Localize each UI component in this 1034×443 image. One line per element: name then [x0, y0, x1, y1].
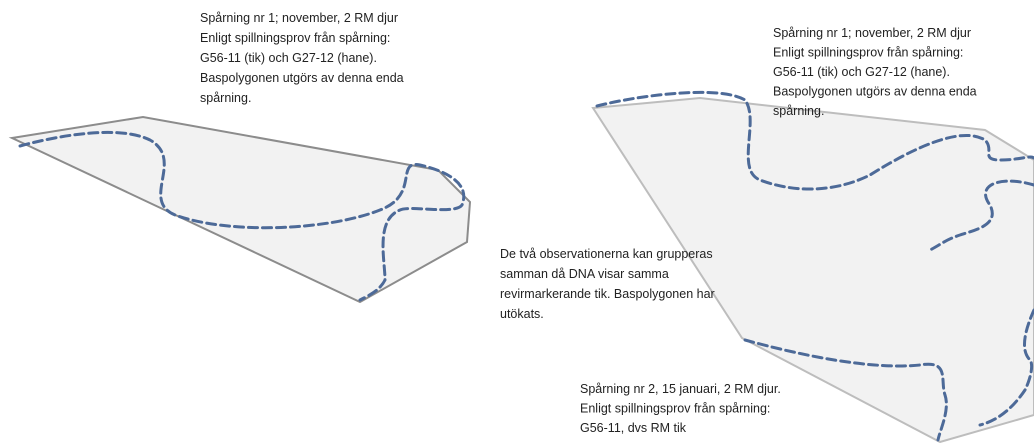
- right-trail-4: [978, 308, 1034, 427]
- note-line: G56-11, dvs RM tik: [580, 421, 687, 435]
- note-line: spårning.: [200, 91, 251, 105]
- note-line: Baspolygonen utgörs av denna enda: [773, 85, 977, 99]
- right-trail-3: [743, 338, 948, 442]
- note-line: G56-11 (tik) och G27-12 (hane).: [200, 51, 377, 65]
- left-polygon: [8, 115, 472, 304]
- note-line: utökats.: [500, 307, 544, 321]
- note-line: Enligt spillningsprov från spårning:: [200, 31, 390, 45]
- note-line: revirmarkerande tik. Baspolygonen har: [500, 287, 715, 301]
- right-trail-2: [928, 179, 1034, 252]
- note-line: Enligt spillningsprov från spårning:: [773, 46, 963, 60]
- note-line: Spårning nr 1; november, 2 RM djur: [200, 11, 398, 25]
- left-trail: [18, 130, 466, 302]
- note-line: De två observationerna kan grupperas: [500, 247, 713, 261]
- note-line: Spårning nr 1; november, 2 RM djur: [773, 26, 971, 40]
- note-line: Spårning nr 2, 15 januari, 2 RM djur.: [580, 382, 781, 396]
- note-line: Baspolygonen utgörs av denna enda: [200, 71, 404, 85]
- note-line: spårning.: [773, 104, 824, 118]
- note-line: G56-11 (tik) och G27-12 (hane).: [773, 65, 950, 79]
- note-line: samman då DNA visar samma: [500, 267, 669, 281]
- right-trail-1: [595, 90, 1034, 191]
- note-line: Enligt spillningsprov från spårning:: [580, 402, 770, 416]
